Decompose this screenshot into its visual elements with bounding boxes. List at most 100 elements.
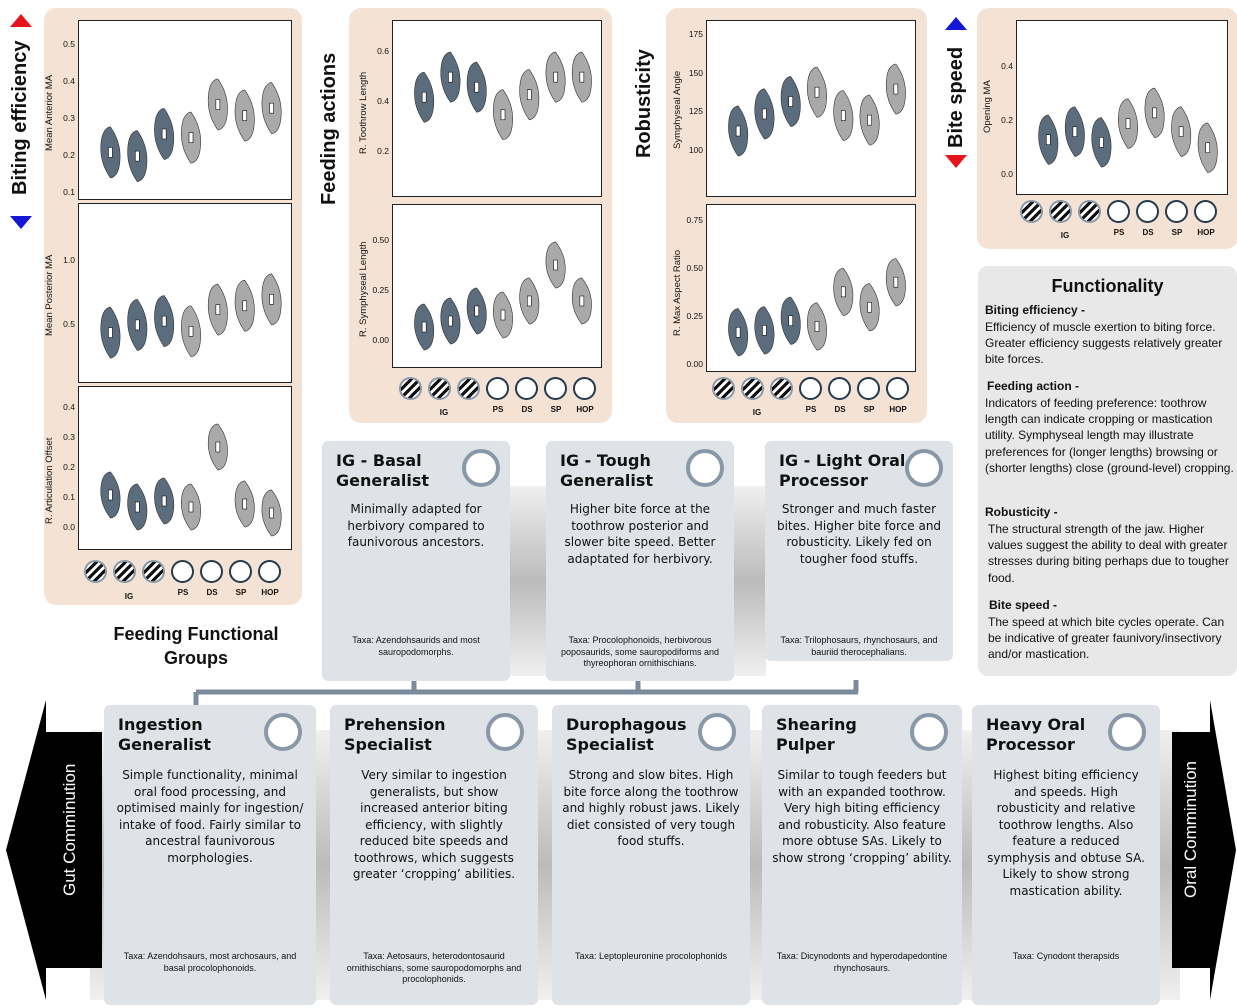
card-description: Minimally adapted for herbivory compared…	[347, 502, 485, 549]
hop-icon	[573, 377, 596, 400]
group-card: Prehension Specialist Very similar to ing…	[330, 705, 538, 1005]
y-tick: 0.5	[63, 39, 75, 50]
box-0	[421, 91, 427, 103]
group-icon	[905, 449, 943, 487]
box-0	[108, 147, 113, 158]
ds-icon	[1136, 200, 1159, 223]
ig-tough-icon	[428, 377, 451, 400]
box-3	[1125, 118, 1131, 129]
box-2	[161, 315, 167, 327]
ds-icon	[200, 560, 223, 583]
box-3	[500, 309, 506, 321]
y-tick: 0.3	[63, 113, 75, 124]
box-6	[1205, 142, 1211, 154]
y-tick: 1.0	[63, 255, 75, 266]
y-tick: 0.1	[63, 187, 75, 197]
ps-icon	[486, 377, 509, 400]
plot-articulation-offset	[78, 386, 292, 550]
category-label-ps: PS	[177, 588, 189, 597]
y-tick: 0.2	[63, 150, 75, 161]
box-4	[215, 441, 221, 453]
group-icon	[462, 449, 500, 487]
box-5	[242, 300, 248, 312]
y-tick: 100	[688, 145, 703, 156]
box-5	[1178, 126, 1184, 137]
violin-svg	[100, 273, 282, 359]
ig-shade-2	[733, 486, 766, 676]
ig-light-icon	[770, 377, 793, 400]
card-taxa: Taxa: Azendohsaurids and most sauropodom…	[352, 635, 480, 657]
y-tick: 0.4	[63, 76, 75, 87]
sp-icon	[544, 377, 567, 400]
group-icon	[1108, 713, 1146, 751]
ig-shade-1	[508, 486, 548, 676]
group-card: IG - Light Oral Processor Stronger and mu…	[765, 441, 953, 661]
box-2	[1099, 137, 1104, 148]
box-1	[1072, 126, 1078, 137]
up-red-arrow	[10, 14, 32, 27]
card-description: Strong and slow bites. High bite force a…	[562, 768, 740, 848]
y-tick: 0.3	[63, 432, 75, 442]
down-blue-arrow	[10, 216, 32, 229]
ds-icon	[515, 377, 538, 400]
category-label-sp: SP	[1171, 228, 1183, 237]
box-2	[161, 128, 167, 140]
card-description: Very similar to ingestion generalists, b…	[352, 768, 516, 881]
box-3	[188, 132, 194, 143]
y-tick: 0.50	[686, 262, 703, 273]
violin-svg	[728, 258, 906, 357]
card-taxa: Taxa: Cynodont therapsids	[1012, 951, 1120, 961]
group-icon-row	[712, 377, 915, 400]
oral-comminution-arrow	[1172, 700, 1236, 1000]
box-4	[840, 286, 846, 298]
group-card: IG - Tough Generalist Higher bite force a…	[546, 441, 734, 681]
y-tick: 125	[688, 106, 703, 117]
y-tick: 0.2	[377, 146, 389, 157]
card-taxa: Taxa: Leptopleuronine procolophonids	[574, 951, 728, 961]
box-5	[242, 498, 248, 510]
card-title: IG - Tough Generalist	[560, 451, 654, 490]
y-tick: 0.0	[63, 522, 75, 532]
box-4	[215, 304, 221, 315]
card-title: Heavy Oral Processor	[986, 715, 1086, 754]
card-taxa: Taxa: Azendohsaurs, most archosaurs, and…	[123, 951, 297, 973]
box-0	[421, 321, 427, 333]
card-description: Highest biting efficiency and speeds. Hi…	[987, 768, 1145, 898]
card-description: Similar to tough feeders but with an exp…	[772, 768, 952, 865]
box-0	[735, 125, 741, 137]
plot-symphyseal-length	[392, 204, 602, 368]
box-2	[474, 305, 480, 317]
card-title: Shearing Pulper	[776, 715, 857, 754]
box-4	[1152, 107, 1157, 119]
functionality-title: Functionality	[1051, 276, 1164, 296]
group-card: IG - Basal Generalist Minimally adapted f…	[322, 441, 510, 681]
y-tick: 0.50	[372, 235, 389, 245]
plot-mean-posterior-ma	[78, 203, 292, 383]
box-6	[893, 276, 899, 288]
box-0	[108, 327, 113, 338]
box-6	[893, 83, 899, 95]
hop-icon	[886, 377, 909, 400]
ig-tough-icon	[1049, 200, 1072, 223]
category-label-sp: SP	[863, 405, 875, 414]
group-icon	[686, 449, 724, 487]
card-title: IG - Basal Generalist	[336, 451, 430, 490]
box-1	[762, 325, 767, 336]
functionality-box: Functionality Biting efficiency - Effici…	[978, 266, 1237, 676]
ig-tough-icon	[113, 560, 136, 583]
y-tick: 0.4	[1001, 61, 1013, 72]
group-card: Heavy Oral Processor Highest biting effic…	[972, 705, 1160, 1005]
card-taxa: Taxa: Procolophonoids, herbivorous popos…	[560, 635, 720, 668]
up-blue-arrow	[945, 17, 967, 30]
category-label-ps: PS	[805, 405, 817, 414]
card-description: Higher bite force at the toothrow poster…	[564, 502, 716, 566]
box-6	[269, 102, 274, 114]
ig-label: IG	[1060, 231, 1070, 240]
category-label-ds: DS	[1142, 228, 1154, 237]
ig-label: IG	[124, 592, 134, 601]
y-tick: 0.0	[1001, 168, 1013, 179]
ig-label: IG	[752, 408, 762, 417]
card-taxa: Taxa: Dicynodonts and hyperodapedontine …	[776, 951, 948, 973]
box-0	[1045, 134, 1051, 145]
